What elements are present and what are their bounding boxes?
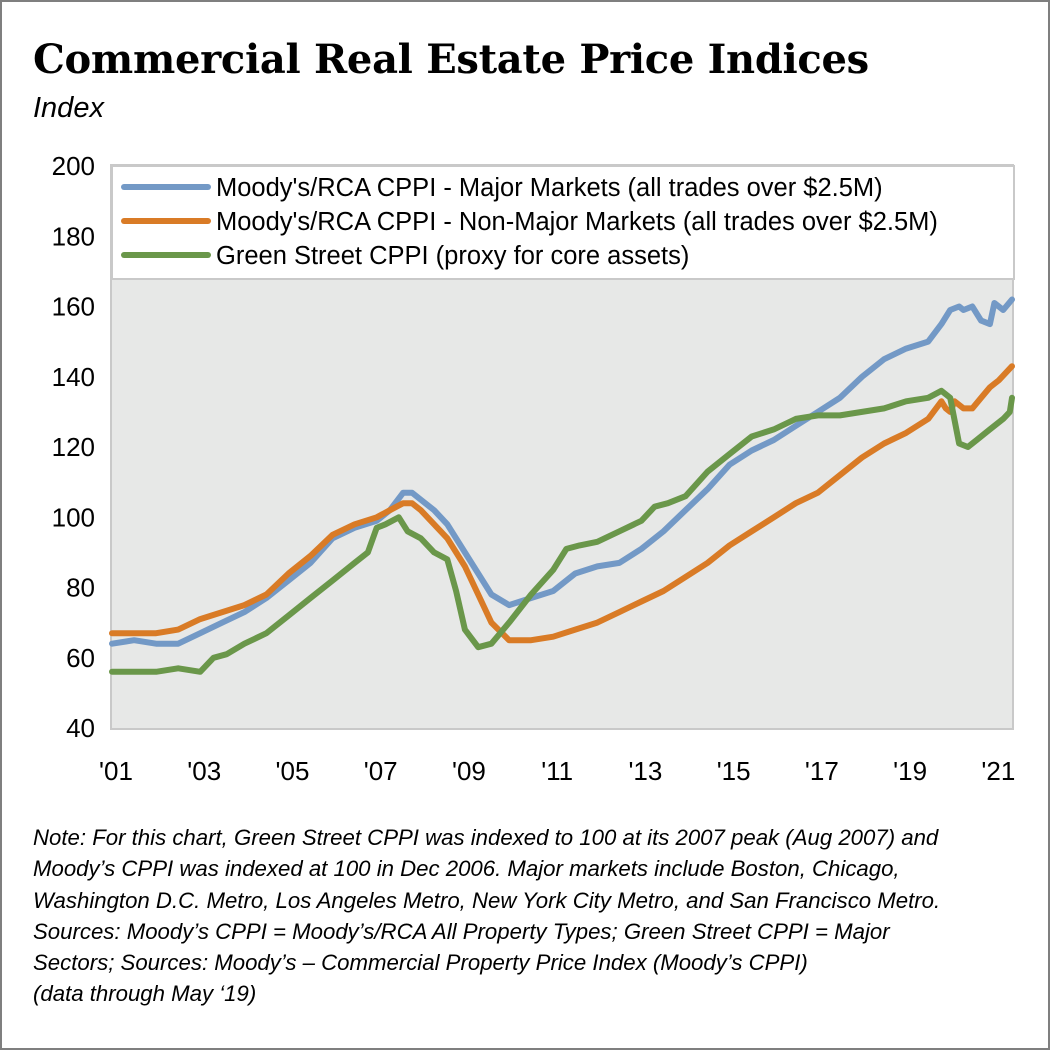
y-tick-label: 200	[52, 151, 95, 181]
x-tick-label: '13	[628, 756, 662, 786]
y-tick-label: 140	[52, 362, 95, 392]
x-tick-label: '01	[99, 756, 133, 786]
note-line: (data through May ‘19)	[33, 981, 257, 1007]
x-axis: '01 '03 '05 '07 '09 '11 '13 '15 '17 '19 '21	[99, 756, 1015, 786]
legend: Moody's/RCA CPPI - Major Markets (all tr…	[111, 165, 1015, 280]
note-line: Moody’s CPPI was indexed at 100 in Dec 2…	[33, 856, 900, 882]
x-tick-label: '09	[452, 756, 486, 786]
y-tick-label: 60	[66, 643, 95, 673]
note-line: Washington D.C. Metro, Los Angeles Metro…	[33, 887, 941, 913]
x-tick-label: '17	[805, 756, 839, 786]
legend-label: Green Street CPPI (proxy for core assets…	[216, 242, 689, 270]
legend-label: Moody's/RCA CPPI - Non-Major Markets (al…	[216, 208, 938, 236]
x-tick-label: '19	[893, 756, 927, 786]
legend-label: Moody's/RCA CPPI - Major Markets (all tr…	[216, 174, 883, 202]
legend-box	[111, 165, 1015, 280]
x-tick-label: '11	[541, 756, 573, 786]
x-tick-label: '15	[717, 756, 751, 786]
x-tick-label: '03	[187, 756, 221, 786]
y-tick-label: 80	[66, 573, 95, 603]
y-tick-label: 120	[52, 432, 95, 462]
series-line-1	[109, 296, 1015, 647]
x-tick-label: '05	[276, 756, 310, 786]
chart-title: Commercial Real Estate Price Indices	[33, 36, 869, 83]
note-line: Sources: Moody’s CPPI = Moody’s/RCA All …	[33, 918, 890, 944]
y-tick-label: 40	[66, 713, 95, 743]
series-line-2	[109, 363, 1015, 644]
y-axis-unit-label: Index	[33, 92, 104, 124]
series-line-3	[109, 387, 1015, 675]
x-tick-label: '07	[364, 756, 398, 786]
note-line: Note: For this chart, Green Street CPPI …	[33, 825, 939, 850]
y-axis: 40 60 80 100 120 140 160 180 200	[52, 151, 95, 743]
note-line: Sectors; Sources: Moody’s – Commercial P…	[33, 950, 808, 976]
x-tick-label: '21	[981, 756, 1015, 786]
y-tick-label: 100	[52, 502, 95, 532]
y-tick-label: 160	[52, 292, 95, 322]
y-tick-label: 180	[52, 221, 95, 251]
chart-note: Note: For this chart, Green Street CPPI …	[33, 822, 1033, 1010]
series-lines	[109, 296, 1015, 675]
